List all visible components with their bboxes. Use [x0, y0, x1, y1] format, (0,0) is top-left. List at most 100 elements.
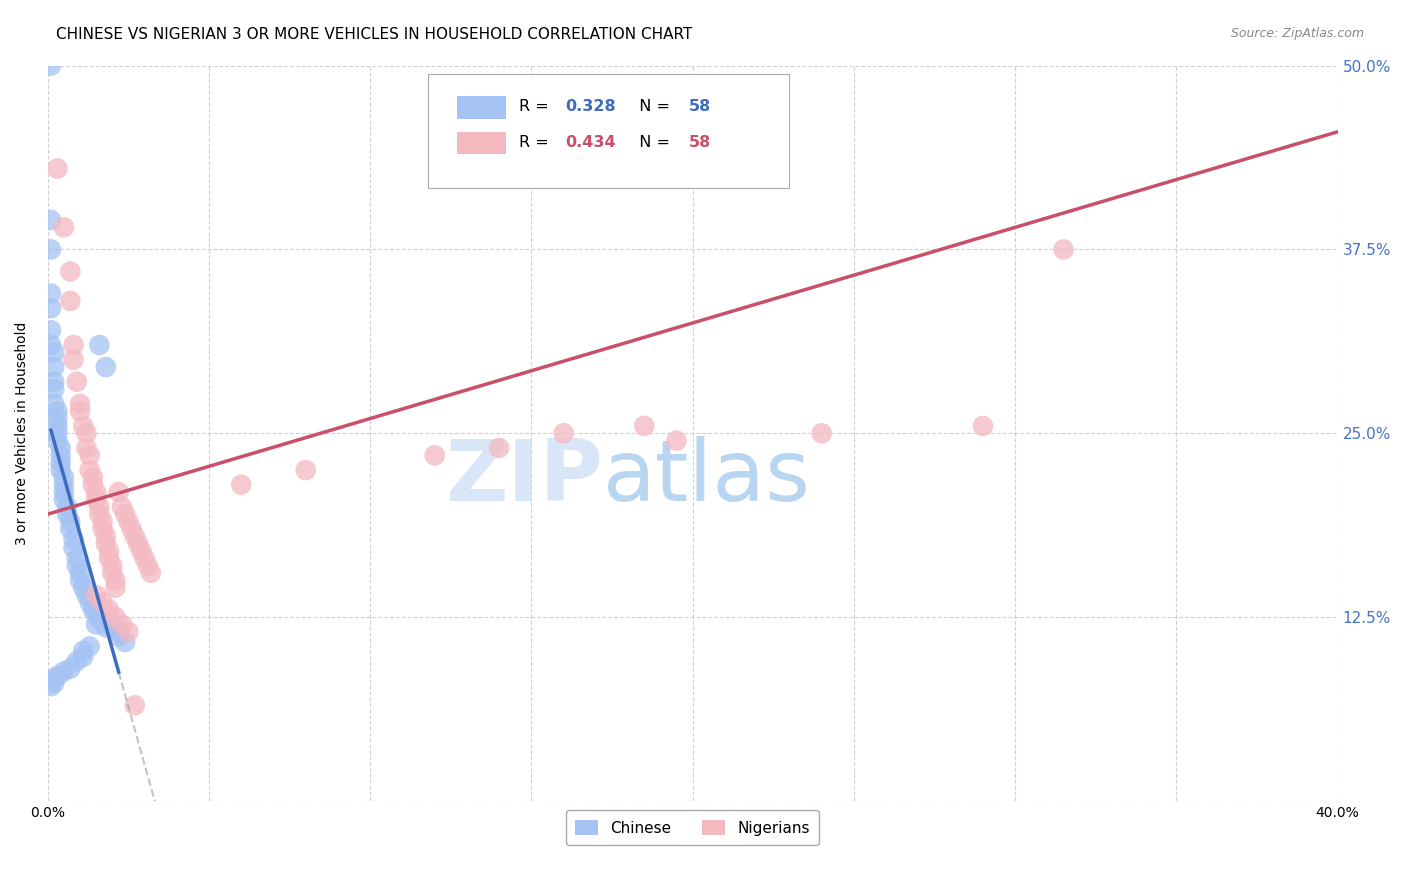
- Point: [101, 558, 124, 573]
- Point: [52, 665, 75, 679]
- Point: [91, 515, 114, 529]
- Point: [1052, 243, 1074, 257]
- Point: [46, 434, 69, 448]
- Point: [82, 603, 104, 617]
- Point: [44, 375, 66, 389]
- Point: [66, 375, 89, 389]
- Point: [79, 640, 101, 654]
- Point: [89, 507, 111, 521]
- Point: [129, 544, 152, 558]
- Point: [59, 264, 82, 278]
- Point: [114, 507, 136, 521]
- Point: [44, 382, 66, 396]
- FancyBboxPatch shape: [457, 96, 506, 119]
- Point: [39, 679, 62, 693]
- Point: [46, 161, 69, 176]
- Point: [84, 492, 107, 507]
- Text: N =: N =: [630, 135, 676, 150]
- Point: [94, 360, 117, 375]
- Point: [124, 698, 146, 713]
- Text: R =: R =: [519, 135, 554, 150]
- Point: [111, 500, 134, 514]
- Point: [56, 500, 79, 514]
- Point: [69, 404, 91, 418]
- Point: [46, 669, 69, 683]
- Point: [114, 635, 136, 649]
- Point: [75, 426, 97, 441]
- Point: [84, 617, 107, 632]
- Point: [84, 485, 107, 500]
- Point: [46, 426, 69, 441]
- Point: [94, 536, 117, 550]
- Text: 58: 58: [689, 135, 711, 150]
- Point: [49, 456, 72, 470]
- Point: [59, 661, 82, 675]
- Point: [423, 448, 446, 462]
- Point: [972, 418, 994, 433]
- FancyBboxPatch shape: [429, 74, 789, 188]
- Point: [488, 441, 510, 455]
- Point: [134, 551, 156, 566]
- Point: [104, 574, 127, 588]
- Text: Source: ZipAtlas.com: Source: ZipAtlas.com: [1230, 27, 1364, 40]
- Point: [136, 558, 159, 573]
- Point: [69, 397, 91, 411]
- Point: [139, 566, 162, 580]
- Point: [79, 463, 101, 477]
- Point: [66, 654, 89, 668]
- FancyBboxPatch shape: [457, 132, 506, 153]
- Point: [72, 418, 94, 433]
- Point: [665, 434, 688, 448]
- Point: [89, 500, 111, 514]
- Point: [72, 649, 94, 664]
- Point: [72, 581, 94, 595]
- Point: [52, 492, 75, 507]
- Text: atlas: atlas: [602, 436, 810, 519]
- Point: [39, 59, 62, 73]
- Point: [121, 522, 143, 536]
- Point: [124, 529, 146, 543]
- Point: [52, 470, 75, 484]
- Text: CHINESE VS NIGERIAN 3 OR MORE VEHICLES IN HOUSEHOLD CORRELATION CHART: CHINESE VS NIGERIAN 3 OR MORE VEHICLES I…: [56, 27, 693, 42]
- Point: [111, 617, 134, 632]
- Point: [84, 588, 107, 602]
- Point: [62, 541, 84, 555]
- Point: [46, 418, 69, 433]
- Point: [810, 426, 832, 441]
- Point: [44, 397, 66, 411]
- Point: [49, 448, 72, 462]
- Point: [39, 338, 62, 352]
- Y-axis label: 3 or more Vehicles in Household: 3 or more Vehicles in Household: [15, 321, 30, 545]
- Point: [107, 485, 129, 500]
- Point: [56, 507, 79, 521]
- Point: [107, 624, 129, 639]
- Point: [553, 426, 575, 441]
- Point: [104, 581, 127, 595]
- Point: [89, 611, 111, 625]
- Point: [46, 411, 69, 425]
- Point: [89, 338, 111, 352]
- Text: N =: N =: [630, 99, 676, 114]
- Point: [104, 610, 127, 624]
- Point: [91, 595, 114, 609]
- Text: 0.434: 0.434: [565, 135, 616, 150]
- Point: [98, 603, 121, 617]
- Point: [59, 293, 82, 308]
- Point: [39, 213, 62, 227]
- Point: [75, 441, 97, 455]
- Point: [39, 243, 62, 257]
- Point: [52, 485, 75, 500]
- Point: [94, 529, 117, 543]
- Point: [46, 404, 69, 418]
- Point: [62, 338, 84, 352]
- Point: [39, 286, 62, 301]
- Point: [127, 536, 149, 550]
- Point: [52, 477, 75, 491]
- Point: [66, 551, 89, 566]
- Point: [84, 607, 107, 621]
- Point: [231, 477, 253, 491]
- Point: [101, 620, 124, 634]
- Point: [75, 588, 97, 602]
- Point: [44, 360, 66, 375]
- Point: [69, 574, 91, 588]
